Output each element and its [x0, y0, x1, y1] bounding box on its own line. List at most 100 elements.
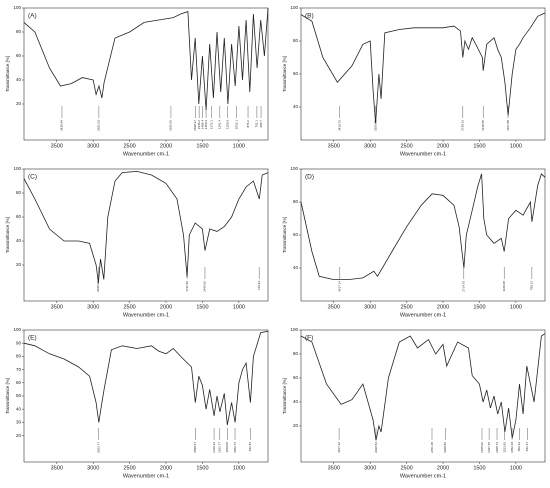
x-tick-label: 1000	[510, 304, 522, 310]
plot-frame	[300, 329, 546, 463]
y-tick-label: 60	[293, 71, 299, 76]
x-tick-label: 3000	[87, 143, 99, 149]
plot-frame	[23, 329, 269, 463]
panel-label: (D)	[305, 174, 314, 181]
peak-label: 1465.62	[203, 281, 207, 292]
x-tick-label: 3000	[87, 304, 99, 310]
y-tick-label: 40	[16, 406, 22, 411]
x-tick-label: 1500	[473, 143, 485, 149]
x-tick-label: 3500	[51, 304, 63, 310]
y-tick-label: 80	[16, 190, 22, 195]
x-tick-label: 2000	[437, 143, 449, 149]
peak-label: 720.94	[257, 281, 261, 291]
spectrum-line	[300, 173, 546, 280]
peak-label: 1052.18	[510, 442, 514, 453]
peak-label: 2151.48	[430, 442, 434, 453]
panel: (C) 20 40 60 80 100 3500 3000 2500 2000 1500 1000 Wa…	[5, 166, 269, 318]
x-tick-label: 2500	[123, 143, 135, 149]
x-tick-label: 2500	[400, 304, 412, 310]
peak-label: 2921.63	[97, 120, 101, 131]
peak-label: 1711.52	[185, 281, 189, 292]
x-tick-label: 1000	[510, 143, 522, 149]
y-tick-label: 40	[16, 238, 22, 243]
peak-label: 1496.4	[201, 120, 205, 130]
peak-label: 1714.75	[462, 281, 466, 292]
peak-label: 3419.72	[337, 120, 341, 131]
y-tick-label: 60	[16, 53, 22, 58]
x-tick-label: 2000	[160, 465, 172, 471]
y-tick-label: 20	[16, 433, 22, 438]
peak-label: 1153.92	[502, 442, 506, 453]
peak-label: 841.53	[248, 442, 252, 452]
x-tick-label: 2500	[123, 465, 135, 471]
x-tick-label: 1000	[510, 465, 522, 471]
peak-label: 1367.15	[487, 442, 491, 453]
y-tick-label: 100	[13, 5, 21, 10]
x-axis-label: Wavenumber cm-1	[123, 151, 169, 157]
panel: (B) 40 60 80 100 3500 3000 2500 2000 1500 1000 Wave…	[282, 5, 546, 157]
peak-label: 2923.77	[97, 442, 101, 453]
peak-label: 1261.4	[218, 120, 222, 130]
x-axis-label: Wavenumber cm-1	[400, 473, 446, 479]
x-tick-label: 3000	[87, 465, 99, 471]
x-tick-label: 3500	[51, 143, 63, 149]
x-tick-label: 1500	[196, 465, 208, 471]
peak-label: 1261.77	[218, 442, 222, 453]
x-tick-label: 3500	[328, 304, 340, 310]
y-tick-label: 80	[293, 351, 299, 356]
x-tick-label: 1500	[196, 143, 208, 149]
y-tick-label: 80	[16, 354, 22, 359]
x-tick-label: 3500	[328, 143, 340, 149]
x-tick-label: 3000	[364, 465, 376, 471]
y-tick-label: 50	[16, 393, 22, 398]
peak-label: 841.47	[525, 442, 529, 452]
peak-label: 1107.85	[506, 120, 510, 131]
x-tick-label: 1500	[473, 465, 485, 471]
y-axis-label: Transmittance [%]	[5, 56, 10, 92]
peak-label: 3417.14	[338, 281, 342, 292]
y-axis-label: Transmittance [%]	[282, 56, 287, 92]
x-tick-label: 2000	[437, 304, 449, 310]
x-tick-label: 2500	[400, 143, 412, 149]
x-tick-label: 3500	[51, 465, 63, 471]
x-tick-label: 3500	[328, 465, 340, 471]
peak-label: 1340.34	[212, 442, 216, 453]
x-tick-label: 1000	[233, 143, 245, 149]
y-tick-label: 40	[293, 104, 299, 109]
spectrum-line	[23, 170, 269, 284]
peak-label: 695.7	[259, 120, 263, 128]
x-axis-label: Wavenumber cm-1	[400, 312, 446, 318]
x-tick-label: 2500	[123, 304, 135, 310]
y-tick-label: 80	[293, 199, 299, 204]
x-tick-label: 3000	[364, 304, 376, 310]
peak-label: 1545.2	[197, 120, 201, 130]
y-tick-label: 100	[13, 166, 21, 171]
x-tick-label: 1000	[233, 304, 245, 310]
y-tick-label: 100	[290, 166, 298, 171]
spectrum-line	[23, 7, 269, 111]
panel-label: (A)	[28, 13, 37, 20]
spectrum-line	[300, 333, 546, 441]
peak-label: 1160.08	[502, 281, 506, 292]
y-tick-label: 80	[16, 29, 22, 34]
peak-label: 874.2	[246, 120, 250, 128]
peak-label: 2920.54	[374, 442, 378, 453]
peak-label: 1465.02	[480, 442, 484, 453]
y-tick-label: 60	[16, 380, 22, 385]
x-axis-label: Wavenumber cm-1	[123, 473, 169, 479]
peak-label: 1258.74	[495, 442, 499, 453]
y-tick-label: 60	[16, 214, 22, 219]
peak-label: 1598.57	[193, 442, 197, 453]
peak-label: 1598.27	[193, 120, 197, 131]
y-tick-label: 80	[293, 38, 299, 43]
y-tick-label: 100	[290, 5, 298, 10]
plot-frame	[23, 7, 269, 141]
spectrum-line	[300, 12, 546, 124]
y-tick-label: 60	[293, 232, 299, 237]
y-tick-label: 20	[16, 262, 22, 267]
peak-label: 952.23	[517, 442, 521, 452]
peak-label: 2928.94	[96, 281, 100, 292]
y-tick-label: 40	[293, 265, 299, 270]
